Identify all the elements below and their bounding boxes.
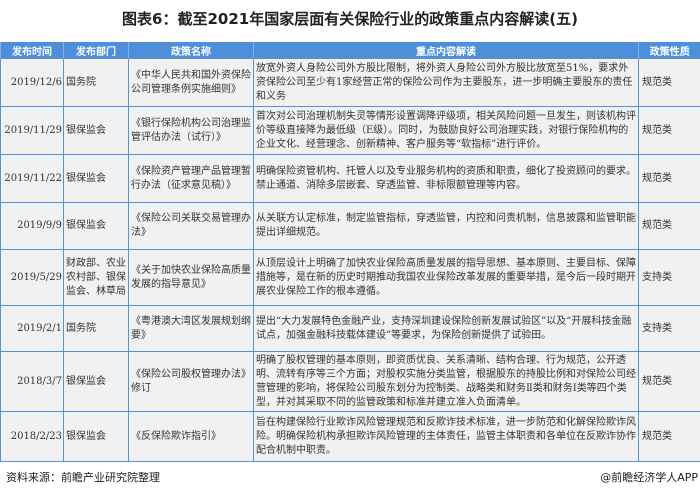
- cell-policy-name: 《关于加快农业保险高质量发展的指导意见》: [128, 249, 254, 306]
- table-row: 2019/11/29 银保监会 《银行保险机构公司治理监管评估办法（试行）》 首次对公…: [0, 106, 700, 155]
- cell-type: 规范类: [638, 106, 700, 155]
- cell-type: 规范类: [638, 351, 700, 412]
- header-dept: 发布部门: [63, 42, 129, 59]
- cell-policy-name: 《中华人民共和国外资保险公司管理条例实施细则》: [128, 58, 254, 107]
- cell-dept: 银保监会: [63, 202, 129, 250]
- header-content: 重点内容解读: [253, 42, 639, 59]
- cell-policy-name: 《保险公司股权管理办法》修订: [128, 351, 254, 412]
- cell-date: 2019/9/9: [0, 202, 64, 250]
- cell-dept: 国务院: [63, 305, 129, 352]
- cell-date: 2019/2/1: [0, 305, 64, 352]
- cell-type: 规范类: [638, 58, 700, 107]
- cell-date: 2019/12/6: [0, 58, 64, 107]
- cell-date: 2018/2/23: [0, 411, 64, 462]
- page-title: 图表6：截至2021年国家层面有关保险行业的政策重点内容解读(五): [122, 10, 578, 28]
- cell-type: 支持类: [638, 249, 700, 306]
- cell-date: 2018/3/7: [0, 351, 64, 412]
- table-row: 2018/2/23 银保监会 《反保险欺诈指引》 旨在构建保险行业欺诈风险管理规范和反…: [0, 411, 700, 462]
- cell-dept: 银保监会: [63, 154, 129, 203]
- table-row: 2019/2/1 国务院 《粤港澳大湾区发展规划纲要》 提出“大力发展特色金融产业，支…: [0, 305, 700, 352]
- header-name: 政策名称: [128, 42, 254, 59]
- table-row: 2019/12/6 国务院 《中华人民共和国外资保险公司管理条例实施细则》 放宽外资人…: [0, 58, 700, 107]
- cell-dept: 银保监会: [63, 106, 129, 155]
- cell-content: 明确保险资管机构、托管人以及专业服务机构的资质和职责，细化了投资顾问的要求。禁止…: [253, 154, 639, 203]
- cell-dept: 国务院: [63, 58, 129, 107]
- table-row: 2018/3/7 银保监会 《保险公司股权管理办法》修订 明确了股权管理的基本原则，即…: [0, 351, 700, 412]
- table-row: 2019/5/29 财政部、农业农村部、银保监会、林草局 《关于加快农业保险高质量发…: [0, 249, 700, 306]
- cell-type: 规范类: [638, 202, 700, 250]
- cell-content: 旨在构建保险行业欺诈风险管理规范和反欺诈技术标准，进一步防范和化解保险欺诈风险。…: [253, 411, 639, 462]
- cell-content: 从关联方认定标准，制定监管指标，穿透监管，内控和问责机制，信息披露和监管职能提出…: [253, 202, 639, 250]
- cell-policy-name: 《保险公司关联交易管理办法》: [128, 202, 254, 250]
- cell-policy-name: 《粤港澳大湾区发展规划纲要》: [128, 305, 254, 352]
- cell-date: 2019/5/29: [0, 249, 64, 306]
- cell-dept: 财政部、农业农村部、银保监会、林草局: [63, 249, 129, 306]
- policy-table: 发布时间 发布部门 政策名称 重点内容解读 政策性质 2019/12/6 国务院《…: [0, 42, 700, 462]
- cell-type: 规范类: [638, 154, 700, 203]
- header-date: 发布时间: [0, 42, 64, 59]
- cell-dept: 银保监会: [63, 351, 129, 412]
- cell-content: 提出“大力发展特色金融产业，支持深圳建设保险创新发展试验区”以及“开展科技金融试…: [253, 305, 639, 352]
- cell-policy-name: 《银行保险机构公司治理监管评估办法（试行）》: [128, 106, 254, 155]
- cell-content: 放宽外资人身险公司外方股比限制，将外资人身险公司外方股比放宽至51%，要求外资保…: [253, 58, 639, 107]
- cell-content: 明确了股权管理的基本原则，即资质优良、关系清晰、结构合理、行为规范，公开透明、流…: [253, 351, 639, 412]
- source-note: 资料来源：前瞻产业研究院整理: [6, 471, 160, 484]
- cell-content: 从顶层设计上明确了加快农业保险高质量发展的指导思想、基本原则、主要目标、保障措施…: [253, 249, 639, 306]
- cell-type: 支持类: [638, 305, 700, 352]
- table-header-row: 发布时间 发布部门 政策名称 重点内容解读 政策性质: [0, 42, 700, 59]
- cell-policy-name: 《反保险欺诈指引》: [128, 411, 254, 462]
- cell-dept: 银保监会: [63, 411, 129, 462]
- cell-policy-name: 《保险资产管理产品管理暂行办法（征求意见稿）》: [128, 154, 254, 203]
- cell-type: 规范类: [638, 411, 700, 462]
- cell-date: 2019/11/22: [0, 154, 64, 203]
- cell-content: 首次对公司治理机制失灵等情形设置调降评级项，相关风险问题一旦发生，则该机构评价等…: [253, 106, 639, 155]
- table-row: 2019/11/22 银保监会 《保险资产管理产品管理暂行办法（征求意见稿）》 明确保…: [0, 154, 700, 203]
- table-row: 2019/9/9 银保监会 《保险公司关联交易管理办法》 从关联方认定标准，制定监管指…: [0, 202, 700, 250]
- header-type: 政策性质: [638, 42, 700, 59]
- brand-credit: @前瞻经济学人APP: [600, 471, 698, 484]
- cell-date: 2019/11/29: [0, 106, 64, 155]
